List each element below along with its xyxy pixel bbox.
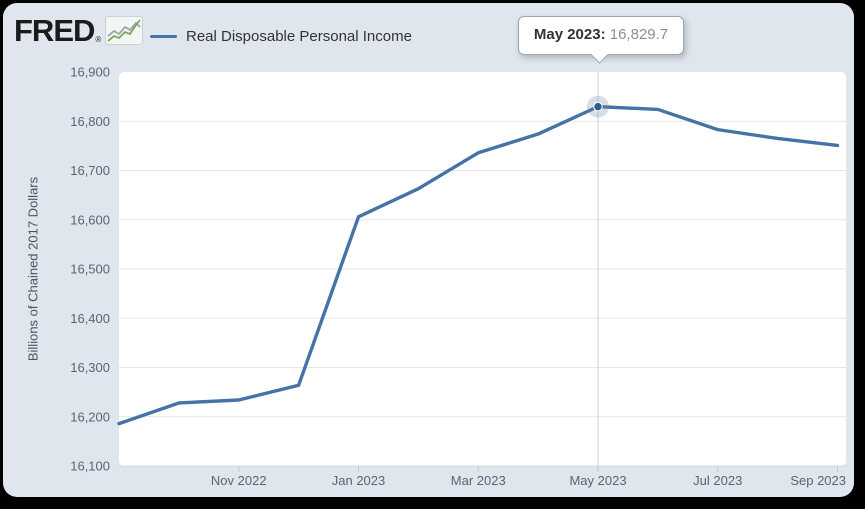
x-axis-tick-label: Mar 2023 [451, 473, 506, 488]
chart-canvas[interactable]: 16,100 16,200 16,300 16,400 16,500 16,600 16,7… [3, 3, 854, 497]
y-axis-tick-label: 16,100 [70, 459, 110, 474]
tooltip-value: 16,829.7 [609, 26, 669, 43]
y-axis-tick-label: 16,400 [70, 311, 110, 326]
fred-graph-window: FRED ® Real Disposable Personal Income M… [3, 3, 854, 497]
fred-logo-text: FRED [14, 13, 95, 48]
x-axis-tick-label: Nov 2022 [211, 473, 267, 488]
y-axis-tick-label: 16,800 [70, 114, 110, 129]
legend-item[interactable]: Real Disposable Personal Income [150, 27, 412, 45]
sparkline-chart-icon [106, 17, 143, 44]
y-axis-tick-label: 16,200 [70, 409, 110, 424]
tooltip-date: May 2023: [533, 26, 606, 43]
y-axis-tick-label: 16,600 [70, 212, 110, 227]
y-axis-tick-label: 16,500 [70, 262, 110, 277]
legend-label: Real Disposable Personal Income [186, 27, 412, 45]
y-axis-tick-label: 16,300 [70, 360, 110, 375]
x-axis-tick-label: Sep 2023 [790, 473, 846, 488]
legend-line-swatch [150, 34, 177, 38]
hover-tooltip: May 2023: 16,829.7 [518, 16, 684, 64]
y-axis-tick-label: 16,700 [70, 163, 110, 178]
x-axis-tick-label: Jul 2023 [693, 473, 742, 488]
fred-logo[interactable]: FRED ® [14, 13, 143, 48]
series-line[interactable] [117, 104, 840, 426]
y-axis-tick-label: 16,900 [70, 65, 110, 80]
x-axis-tick-label: Jan 2023 [332, 473, 386, 488]
hover-marker-dot[interactable] [593, 101, 603, 112]
x-axis-tick-label: May 2023 [569, 473, 626, 488]
y-axis-title: Billions of Chained 2017 Dollars [25, 176, 41, 362]
registered-trademark-icon: ® [95, 35, 102, 44]
